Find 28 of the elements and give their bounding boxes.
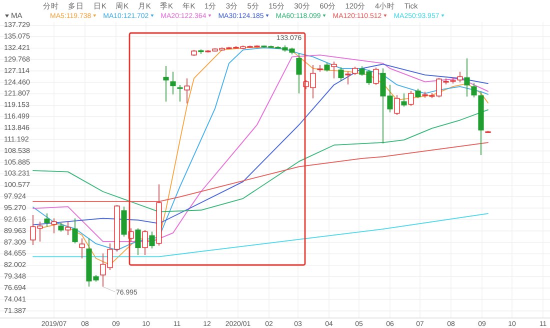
candlestick [51,218,57,234]
line-series [32,213,488,258]
candlestick [135,228,141,256]
candlestick [317,64,323,72]
line-series [32,142,488,202]
line-series [32,109,488,212]
candlestick [163,66,169,102]
candlestick [65,221,71,236]
candlestick [44,212,50,228]
candlestick [373,67,379,86]
candlestick [394,94,400,116]
candlestick [149,231,155,249]
candlestick [338,66,344,82]
candlestick [415,88,421,99]
candlestick [464,58,470,98]
candlestick [142,230,148,256]
candlestick [471,82,477,98]
candlestick [170,71,176,95]
candlestick [408,90,414,106]
candlestick [177,84,183,102]
candlestick [331,61,337,79]
candlestick [184,78,190,104]
candlestick [79,238,85,259]
candlestick [345,71,351,85]
candlestick [401,92,407,108]
candlestick [296,52,302,94]
candlestick [72,218,78,244]
candlestick [121,206,127,238]
